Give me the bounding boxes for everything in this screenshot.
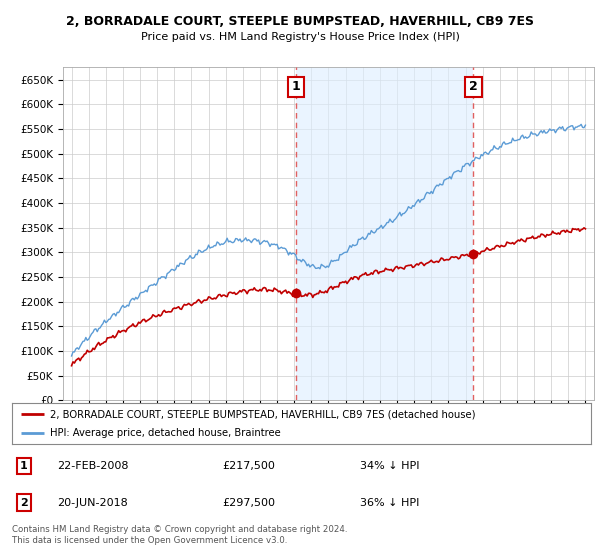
Text: 2: 2 <box>20 498 28 507</box>
Text: 1: 1 <box>20 461 28 471</box>
Text: Contains HM Land Registry data © Crown copyright and database right 2024.
This d: Contains HM Land Registry data © Crown c… <box>12 525 347 545</box>
Bar <box>296 67 473 400</box>
Text: £217,500: £217,500 <box>222 461 275 471</box>
Text: 36% ↓ HPI: 36% ↓ HPI <box>360 498 419 507</box>
Text: Price paid vs. HM Land Registry's House Price Index (HPI): Price paid vs. HM Land Registry's House … <box>140 32 460 43</box>
Text: 2, BORRADALE COURT, STEEPLE BUMPSTEAD, HAVERHILL, CB9 7ES: 2, BORRADALE COURT, STEEPLE BUMPSTEAD, H… <box>66 15 534 27</box>
Text: 1: 1 <box>292 81 301 94</box>
Text: 2, BORRADALE COURT, STEEPLE BUMPSTEAD, HAVERHILL, CB9 7ES (detached house): 2, BORRADALE COURT, STEEPLE BUMPSTEAD, H… <box>50 409 475 419</box>
Text: 20-JUN-2018: 20-JUN-2018 <box>57 498 128 507</box>
Text: 2: 2 <box>469 81 478 94</box>
Text: £297,500: £297,500 <box>222 498 275 507</box>
Text: HPI: Average price, detached house, Braintree: HPI: Average price, detached house, Brai… <box>50 428 280 438</box>
Text: 22-FEB-2008: 22-FEB-2008 <box>57 461 128 471</box>
Text: 34% ↓ HPI: 34% ↓ HPI <box>360 461 419 471</box>
